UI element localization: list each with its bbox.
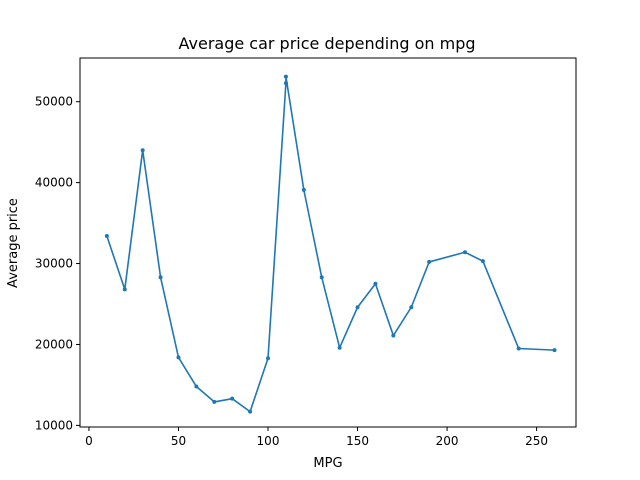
- data-point: [391, 333, 396, 338]
- data-point: [337, 345, 342, 350]
- data-point: [427, 259, 432, 264]
- data-point: [373, 281, 378, 286]
- data-point: [355, 305, 360, 310]
- y-tick-label: 10000: [35, 418, 73, 432]
- y-axis: 10000 20000 30000 40000 50000: [35, 95, 80, 432]
- data-point: [140, 148, 145, 153]
- data-point: [230, 396, 235, 401]
- plot-frame: [79, 57, 577, 428]
- x-tick-label: 250: [525, 434, 548, 448]
- y-tick-label: 50000: [35, 95, 73, 109]
- data-point: [104, 234, 109, 239]
- data-point: [194, 384, 199, 389]
- series-line: [106, 75, 555, 413]
- x-tick-label: 0: [85, 434, 93, 448]
- data-point: [462, 250, 467, 255]
- x-axis-label: MPG: [313, 456, 342, 471]
- y-tick-label: 20000: [35, 337, 73, 351]
- y-tick-label: 30000: [35, 257, 73, 271]
- series-layer: [104, 74, 557, 414]
- data-point: [158, 275, 163, 280]
- data-point: [122, 287, 127, 292]
- data-point: [301, 187, 306, 192]
- data-point: [319, 275, 324, 280]
- x-tick-label: 150: [346, 434, 369, 448]
- data-point: [516, 346, 521, 351]
- x-axis: 0 50 100 150 200 250: [85, 427, 548, 448]
- y-axis-label: Average price: [6, 198, 21, 288]
- data-point: [283, 81, 288, 86]
- data-point: [409, 305, 414, 310]
- x-tick-label: 200: [436, 434, 459, 448]
- x-tick-label: 50: [171, 434, 186, 448]
- data-point: [176, 355, 181, 360]
- data-point: [283, 74, 288, 79]
- data-point: [212, 399, 217, 404]
- data-point: [480, 259, 485, 264]
- x-tick-label: 100: [257, 434, 280, 448]
- chart-title: Average car price depending on mpg: [179, 34, 476, 53]
- data-point: [552, 348, 557, 353]
- data-point: [266, 356, 271, 361]
- data-point: [248, 409, 253, 414]
- y-tick-label: 40000: [35, 176, 73, 190]
